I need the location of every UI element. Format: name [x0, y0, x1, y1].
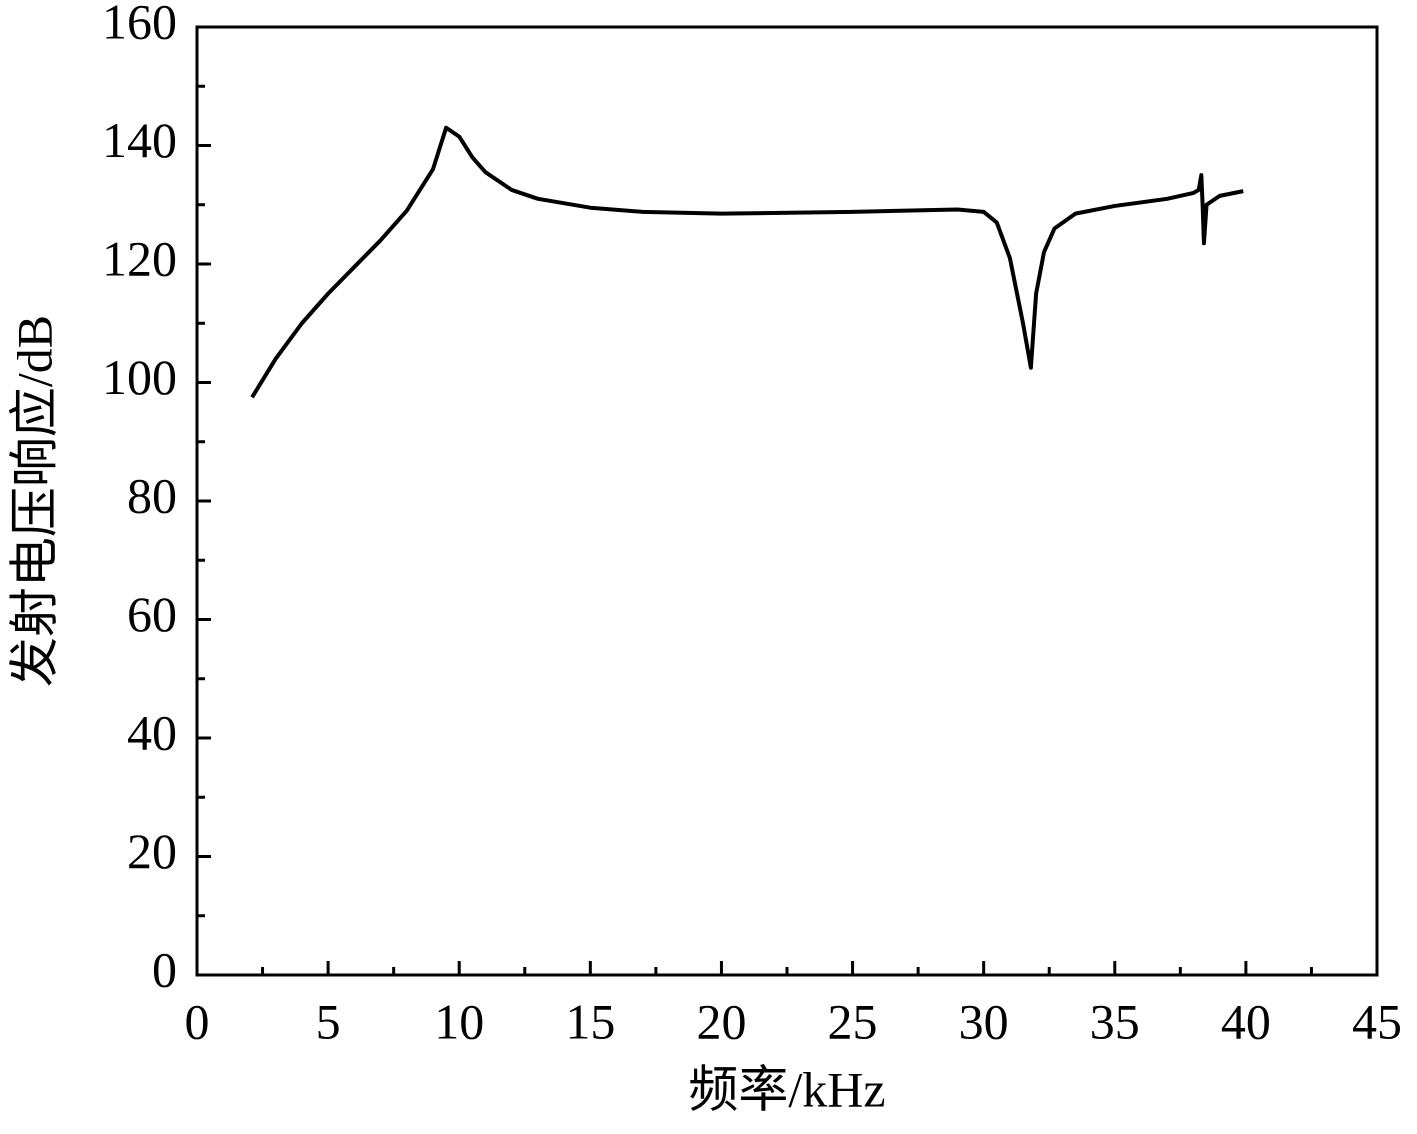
- x-axis-label: 频率/kHz: [688, 1061, 885, 1117]
- y-tick-label: 0: [152, 941, 177, 997]
- x-tick-label: 10: [434, 993, 484, 1049]
- x-tick-label: 25: [828, 993, 878, 1049]
- y-tick-label: 80: [127, 467, 177, 523]
- y-tick-label: 60: [127, 586, 177, 642]
- x-tick-label: 30: [959, 993, 1009, 1049]
- x-tick-label: 20: [696, 993, 746, 1049]
- y-tick-label: 120: [102, 230, 177, 286]
- x-tick-label: 0: [185, 993, 210, 1049]
- y-tick-label: 100: [102, 349, 177, 405]
- x-tick-label: 40: [1221, 993, 1271, 1049]
- x-tick-label: 5: [316, 993, 341, 1049]
- y-tick-label: 20: [127, 823, 177, 879]
- line-series: [250, 125, 1244, 399]
- y-axis-label: 发射电压响应/dB: [6, 315, 62, 687]
- x-tick-label: 35: [1090, 993, 1140, 1049]
- x-tick-label: 15: [565, 993, 615, 1049]
- y-tick-label: 140: [102, 112, 177, 168]
- y-tick-label: 160: [102, 0, 177, 49]
- y-tick-label: 40: [127, 704, 177, 760]
- plot-frame: [195, 25, 1379, 977]
- x-tick-label: 45: [1352, 993, 1402, 1049]
